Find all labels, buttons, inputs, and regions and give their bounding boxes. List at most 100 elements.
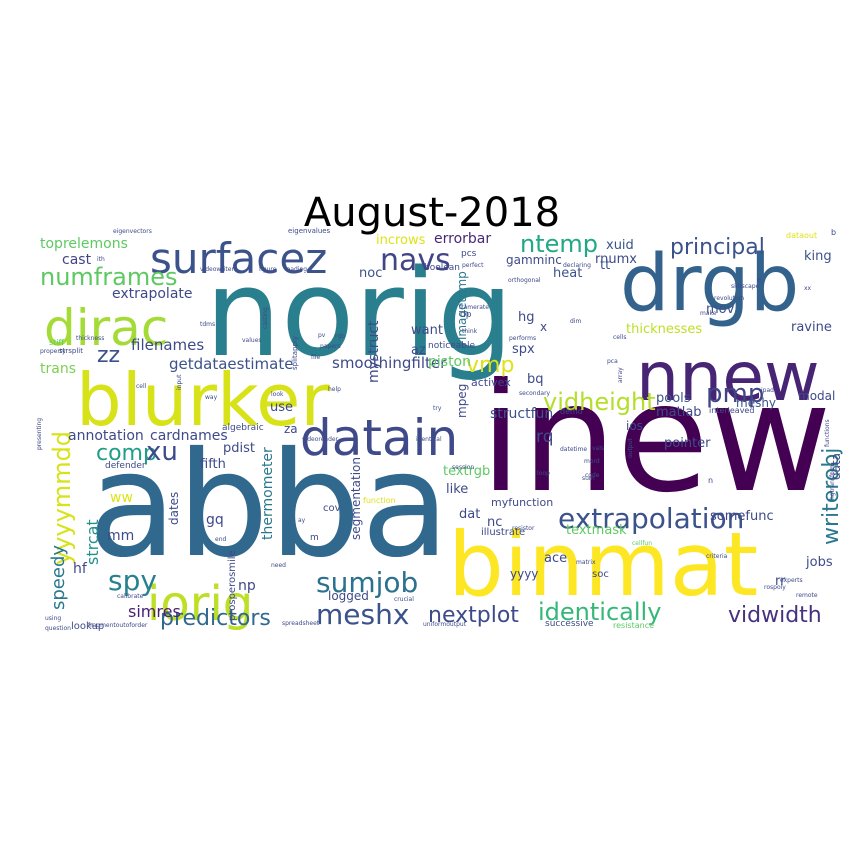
cloud-word: bq bbox=[527, 372, 544, 387]
cloud-word: rr bbox=[775, 574, 786, 589]
cloud-word: comp bbox=[96, 441, 157, 466]
cloud-word: spreadsheet bbox=[282, 620, 320, 627]
cloud-title: August-2018 bbox=[303, 190, 561, 236]
cloud-word: experts bbox=[780, 577, 803, 584]
cloud-word: orthogonal bbox=[508, 277, 541, 284]
cloud-word: ay bbox=[298, 517, 306, 524]
cloud-word: secondary bbox=[519, 390, 551, 397]
cloud-word: lookup bbox=[71, 621, 104, 632]
cloud-word: drgb bbox=[620, 239, 799, 329]
cloud-word: piston bbox=[428, 354, 471, 370]
cloud-word: values bbox=[242, 337, 262, 344]
cloud-word: way bbox=[205, 394, 218, 401]
cloud-word: pools bbox=[656, 391, 691, 406]
cloud-word: hf bbox=[73, 561, 88, 577]
cloud-word: illustrate bbox=[481, 527, 525, 538]
cloud-word: principal bbox=[670, 235, 765, 260]
cloud-word: cov bbox=[323, 503, 341, 514]
cloud-word: revolution bbox=[714, 295, 744, 302]
cloud-word: vmp bbox=[466, 353, 514, 378]
cloud-word: noc bbox=[359, 266, 382, 281]
cloud-word: like bbox=[446, 482, 468, 497]
cloud-word: ntemp bbox=[520, 230, 598, 258]
cloud-word: using bbox=[45, 615, 61, 622]
cloud-word: pv bbox=[318, 332, 326, 339]
cloud-word: performs bbox=[509, 335, 536, 342]
cloud-word: stiff bbox=[49, 338, 65, 347]
cloud-word: use bbox=[270, 400, 293, 415]
cloud-word: want bbox=[411, 323, 443, 338]
cloud-word: ipad bbox=[761, 387, 774, 394]
cloud-word: x bbox=[540, 320, 547, 334]
cloud-word: need bbox=[271, 562, 286, 569]
cloud-word: strcat bbox=[83, 519, 102, 565]
cloud-word: casting bbox=[262, 307, 269, 329]
cloud-word: session bbox=[452, 464, 474, 471]
cloud-word: mov bbox=[706, 302, 735, 317]
cloud-word: videowriter bbox=[200, 266, 234, 273]
cloud-word: vidheight bbox=[543, 388, 656, 416]
cloud-word: presenting bbox=[36, 418, 43, 450]
cloud-word: textmask bbox=[566, 523, 627, 538]
cloud-word: nextplot bbox=[428, 603, 519, 628]
cloud-word: dat bbox=[459, 507, 480, 522]
cloud-word: remote bbox=[796, 592, 818, 599]
cloud-word: mystruct bbox=[366, 320, 382, 383]
cloud-word: ravine bbox=[791, 320, 832, 335]
cloud-word: simres bbox=[128, 602, 181, 621]
cloud-word: rospoly bbox=[764, 584, 786, 591]
cloud-word: make bbox=[700, 310, 717, 317]
cloud-word: crucial bbox=[394, 596, 414, 603]
cloud-word: mm bbox=[107, 528, 134, 544]
cloud-word: eigenvectors bbox=[113, 228, 152, 235]
cloud-word: abba bbox=[88, 421, 450, 590]
cloud-word: extrapolate bbox=[112, 286, 193, 302]
cloud-word: look bbox=[271, 391, 284, 398]
cloud-word: somefunc bbox=[710, 509, 774, 524]
cloud-word: np bbox=[238, 578, 256, 594]
cloud-word: successive bbox=[545, 619, 594, 629]
cloud-word: norig bbox=[205, 245, 513, 384]
cloud-word: framerate bbox=[459, 304, 489, 311]
cloud-word: rgb bbox=[335, 333, 345, 340]
cloud-word: ww bbox=[110, 490, 133, 506]
cloud-word: numframes bbox=[40, 263, 177, 291]
cloud-word: annotation bbox=[68, 428, 144, 444]
cloud-word: dates bbox=[167, 492, 181, 525]
cloud-word: pointer bbox=[664, 436, 711, 451]
cloud-word: dataout bbox=[786, 231, 817, 240]
cloud-word: extrapolation bbox=[558, 502, 744, 535]
cloud-word: blurker bbox=[76, 358, 330, 442]
cloud-word: function bbox=[363, 496, 396, 505]
cloud-word: strsplit bbox=[59, 347, 83, 355]
cloud-word: az bbox=[411, 343, 426, 358]
cloud-word: boolean bbox=[424, 263, 460, 273]
cloud-word: identical bbox=[416, 436, 442, 443]
cloud-word: code bbox=[585, 472, 600, 479]
cloud-word: identically bbox=[538, 598, 661, 626]
cloud-word: myfunction bbox=[491, 496, 553, 509]
cloud-word: getdataestimate bbox=[169, 355, 293, 373]
cloud-word: binmat bbox=[448, 513, 758, 616]
cloud-word: zz bbox=[97, 343, 120, 368]
cloud-word: smoothingfilter bbox=[332, 354, 447, 372]
cloud-word: pcs bbox=[461, 249, 477, 259]
cloud-word: matlab bbox=[656, 405, 702, 420]
cloud-word: inew bbox=[480, 352, 832, 526]
cloud-word: gq bbox=[206, 512, 224, 528]
cloud-word: sumjob bbox=[316, 566, 418, 599]
cloud-word: prosperosmile bbox=[227, 550, 238, 621]
cloud-word: filenames bbox=[131, 336, 204, 354]
cloud-word: datain bbox=[300, 409, 458, 467]
cloud-word: cardnames bbox=[150, 428, 228, 444]
cloud-word: property bbox=[40, 348, 66, 355]
cloud-word: segmentation bbox=[349, 457, 363, 540]
cloud-word: pca bbox=[607, 358, 618, 365]
cloud-word: demo bbox=[560, 407, 583, 416]
cloud-word: output bbox=[627, 438, 634, 458]
cloud-word: king bbox=[804, 249, 832, 264]
cloud-word: b bbox=[831, 228, 836, 237]
cloud-word: predictors bbox=[160, 606, 271, 631]
cloud-word: modal bbox=[798, 389, 835, 403]
cloud-word: rnumx bbox=[595, 252, 637, 267]
